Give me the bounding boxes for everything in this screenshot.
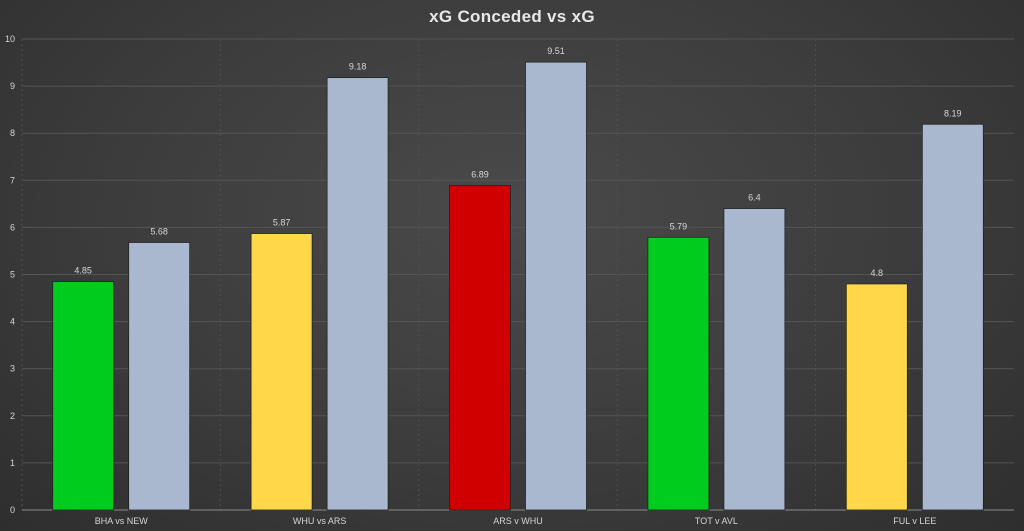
data-label: 9.51	[547, 46, 565, 56]
data-label: 9.18	[349, 62, 367, 72]
bar-series-1	[250, 233, 313, 511]
bar-series-2	[525, 61, 587, 511]
bar-series-1	[647, 236, 710, 511]
y-tick-label: 0	[10, 505, 15, 515]
bar-series-2	[326, 77, 389, 511]
y-tick-label: 7	[10, 175, 15, 185]
data-label: 6.4	[748, 193, 761, 203]
bars	[52, 61, 984, 511]
bar-series-1	[52, 281, 115, 511]
data-label: 5.79	[670, 221, 688, 231]
bar-series-2	[921, 123, 984, 511]
x-tick-label: BHA vs NEW	[95, 516, 149, 526]
x-tick-label: WHU vs ARS	[293, 516, 347, 526]
bar-series-2	[128, 242, 191, 511]
data-label: 8.19	[944, 108, 962, 118]
x-tick-label: FUL v LEE	[893, 516, 936, 526]
y-tick-label: 5	[10, 270, 15, 280]
y-tick-label: 8	[10, 128, 15, 138]
y-tick-label: 2	[10, 411, 15, 421]
y-tick-label: 9	[10, 81, 15, 91]
data-label: 4.8	[871, 268, 884, 278]
y-axis-ticks: 0 1 2 3 4 5 6 7 8 9 10	[5, 34, 15, 515]
chart-title: xG Conceded vs xG	[429, 7, 595, 26]
x-axis-ticks: BHA vs NEW WHU vs ARS ARS v WHU TOT v AVL FU…	[95, 516, 937, 526]
y-tick-label: 1	[10, 458, 15, 468]
data-labels: 4.85 5.68 5.87 9.18 6.89 9.51 5.79 6.4 4.8 8.19	[74, 46, 961, 278]
data-label: 5.87	[273, 218, 291, 228]
y-tick-label: 10	[5, 34, 15, 44]
data-label: 4.85	[74, 266, 92, 276]
y-tick-label: 6	[10, 222, 15, 232]
data-label: 6.89	[471, 169, 489, 179]
bar-series-2	[723, 208, 786, 511]
x-tick-label: TOT v AVL	[695, 516, 738, 526]
data-label: 5.68	[150, 226, 168, 236]
bar-series-1	[449, 185, 511, 511]
y-tick-label: 3	[10, 364, 15, 374]
bar-series-1	[845, 283, 908, 511]
y-tick-label: 4	[10, 317, 15, 327]
x-tick-label: ARS v WHU	[493, 516, 543, 526]
